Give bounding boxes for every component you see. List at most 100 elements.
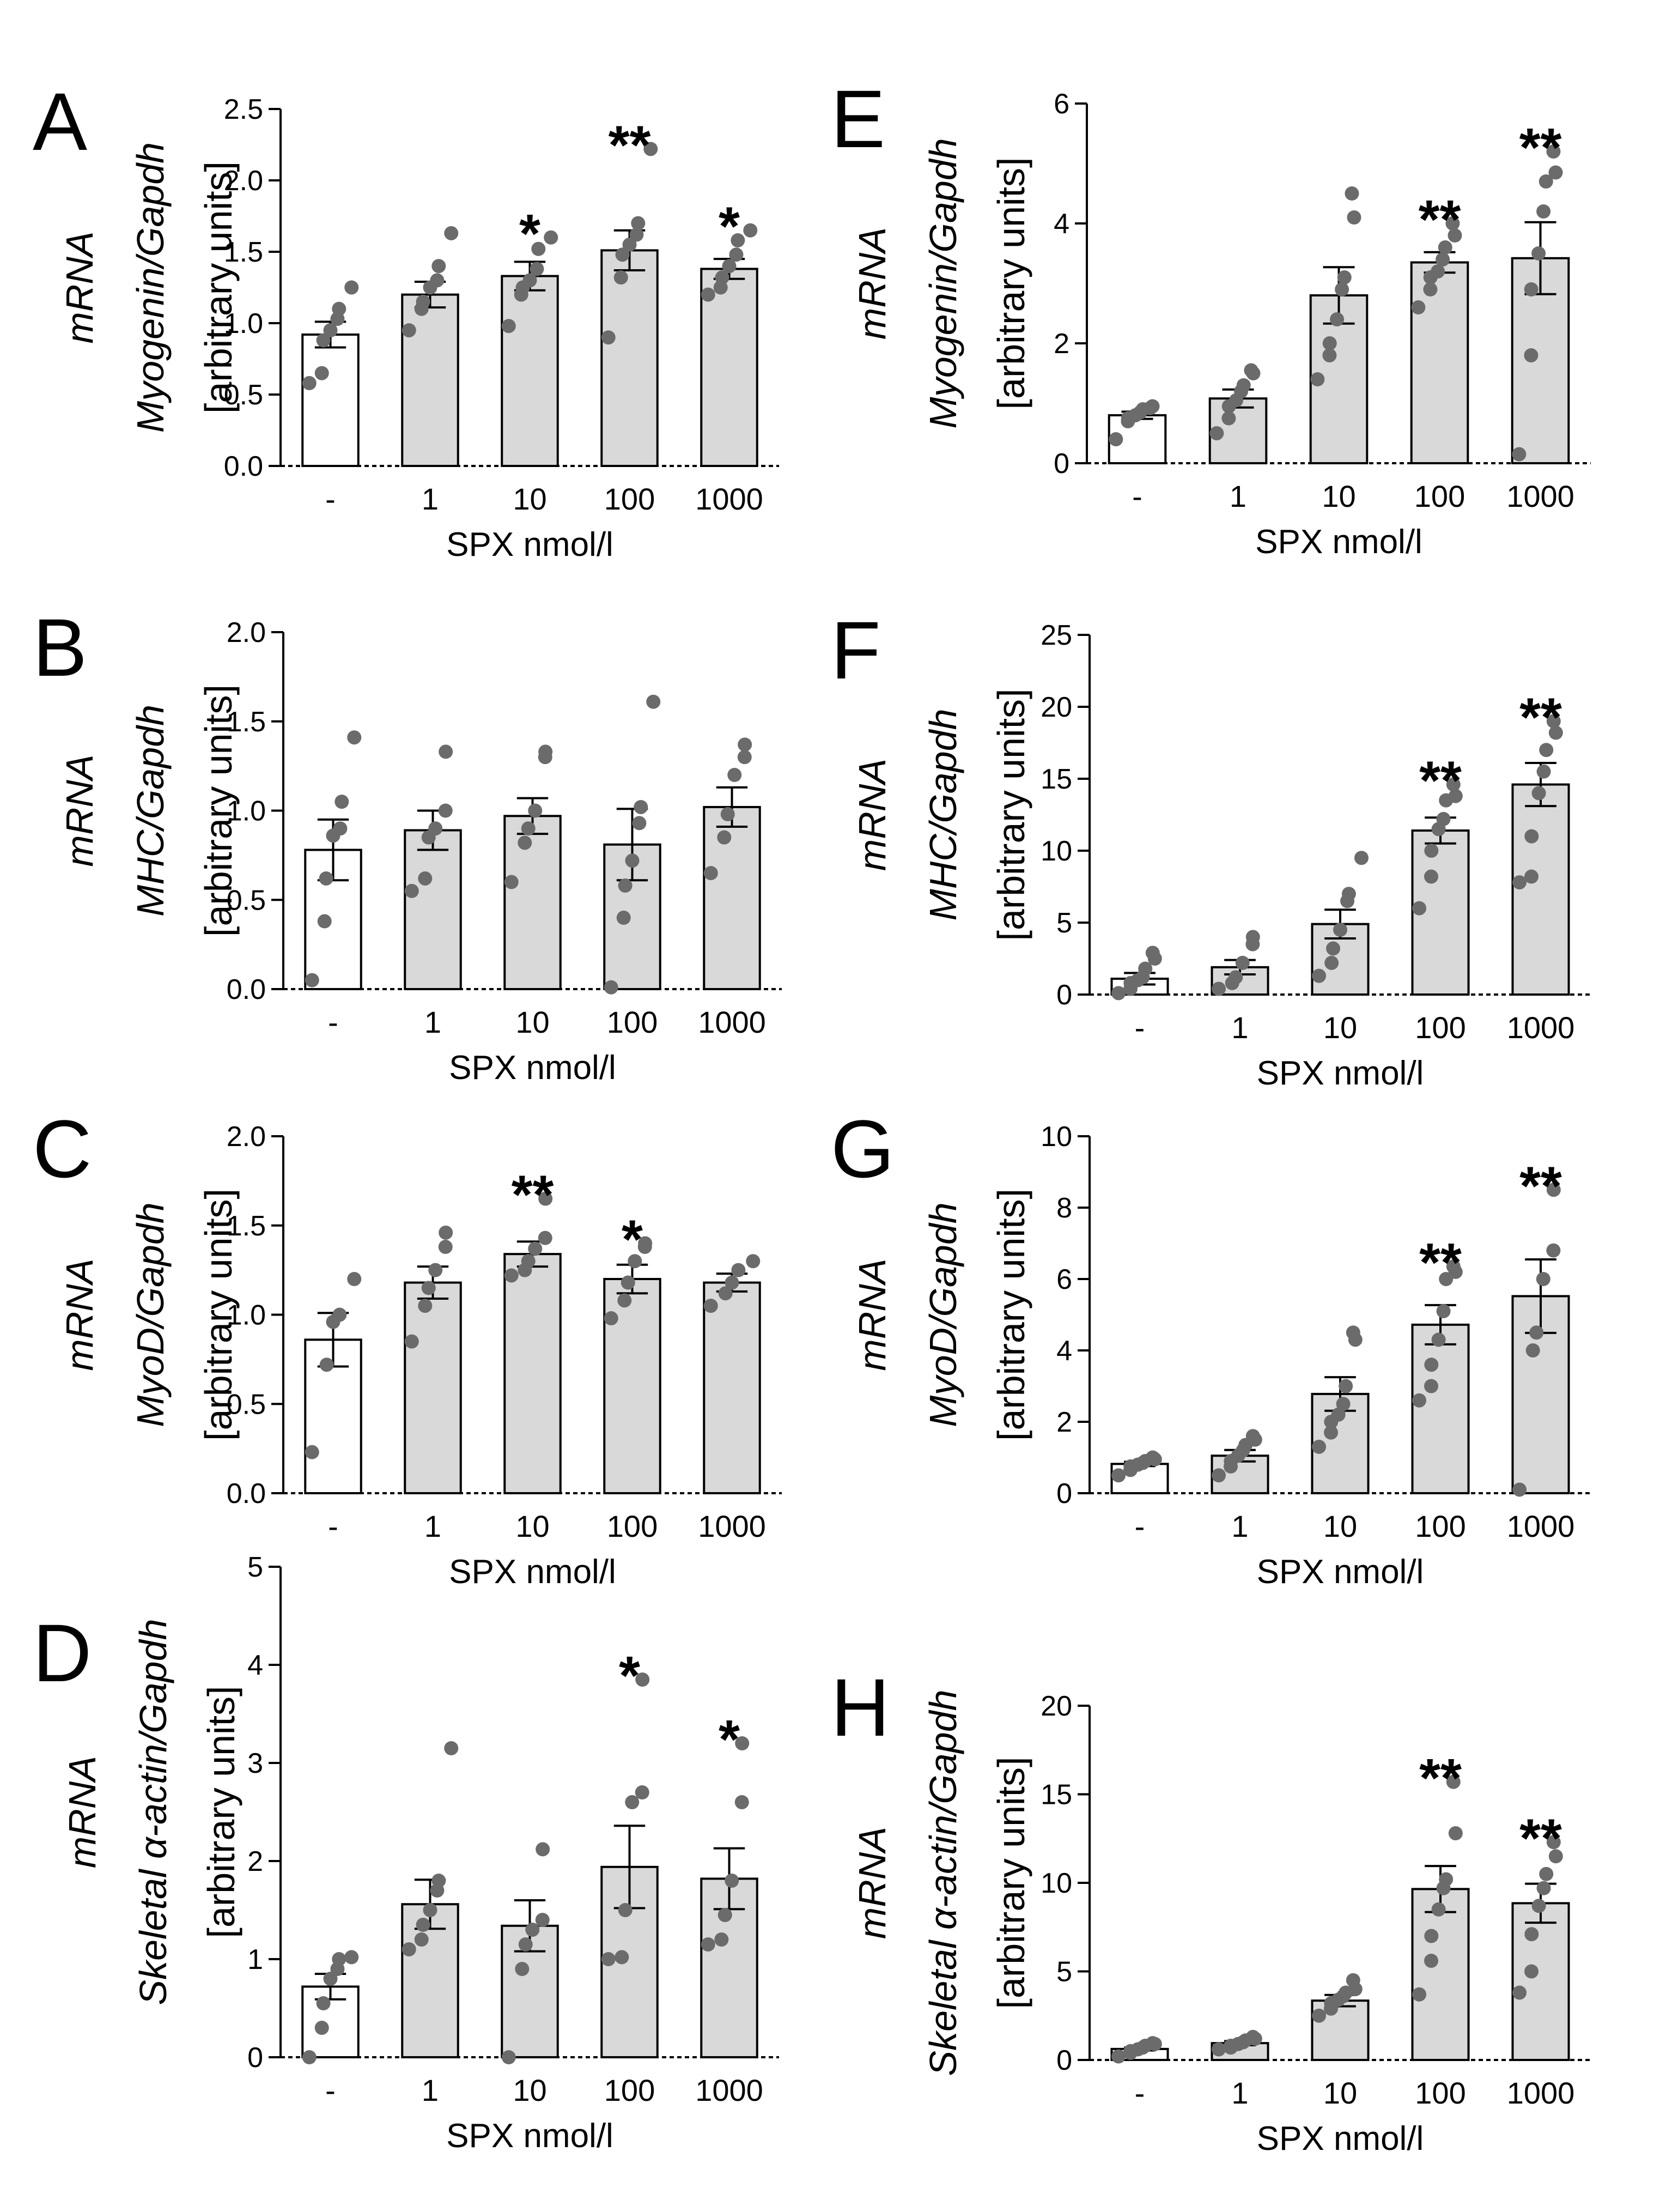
- data-point-b-2-0: [504, 875, 519, 889]
- panel-a: A 0.0 0.5 1.0 1.5 2.0 2.5 - 1 10 * 100 ** 1000 * SPX nm…: [33, 76, 779, 563]
- y-tick-label-d-4: 4: [247, 1650, 263, 1681]
- data-point-f-2-6: [1354, 851, 1369, 865]
- data-point-c-2-4: [538, 1231, 552, 1245]
- data-point-f-2-2: [1326, 941, 1341, 956]
- y-tick-label-d-0: 0: [247, 2042, 263, 2074]
- data-point-a-2-6: [544, 230, 558, 245]
- data-point-g-0-0: [1111, 1468, 1126, 1483]
- data-point-h-3-2: [1424, 1929, 1439, 1943]
- y-tick-label-c-3: 1.5: [227, 1210, 266, 1242]
- data-point-b-1-0: [404, 883, 419, 898]
- x-axis-title-e: SPX nmol/l: [1255, 523, 1422, 561]
- data-point-f-2-0: [1312, 968, 1327, 983]
- data-point-f-4-2: [1524, 829, 1539, 844]
- data-point-b-0-1: [317, 914, 332, 929]
- data-point-e-2-4: [1335, 282, 1349, 296]
- data-point-d-1-2: [416, 1918, 430, 1932]
- data-point-h-3-6: [1448, 1826, 1463, 1840]
- data-point-e-2-5: [1337, 270, 1352, 284]
- x-axis-title-c: SPX nmol/l: [449, 1553, 616, 1591]
- data-point-b-0-2: [319, 871, 333, 886]
- x-axis-title-g: SPX nmol/l: [1257, 1553, 1424, 1591]
- data-point-b-4-4: [737, 750, 752, 765]
- data-point-d-4-4: [734, 1795, 749, 1809]
- bar-a-0: [301, 333, 360, 468]
- data-point-g-3-7: [1446, 1259, 1461, 1274]
- x-tick-label-h-3: 100: [1415, 2076, 1466, 2110]
- data-point-c-4-0: [703, 1299, 718, 1313]
- data-point-h-1-7: [1245, 2029, 1260, 2044]
- data-point-a-2-5: [531, 241, 546, 256]
- data-point-e-4-7: [1546, 144, 1561, 159]
- data-point-a-4-4: [729, 247, 744, 262]
- y-tick-label-b-1: 0.5: [227, 884, 266, 916]
- y-tick-label-f-5: 25: [1041, 620, 1072, 651]
- bar-c-3: [603, 1278, 661, 1494]
- data-point-b-3-6: [646, 694, 661, 709]
- y-axis-title-g-line-2: [arbitrary units]: [990, 1189, 1032, 1441]
- y-axis-title-d-line-1: Skeletal α-actin/Gapdh: [132, 1619, 174, 2005]
- data-point-f-0-0: [1111, 986, 1126, 1001]
- data-point-b-1-5: [439, 744, 453, 759]
- bar-e-3: [1410, 261, 1469, 464]
- data-point-g-2-4: [1336, 1397, 1351, 1411]
- x-axis-title-b: SPX nmol/l: [449, 1049, 616, 1087]
- data-point-e-0-0: [1109, 432, 1123, 446]
- panel-letter-d: D: [33, 1607, 92, 1699]
- panel-f: F 0 5 10 15 20 25 - 1 10 100 ** 1000 ** SPX nmol/l mRNA…: [831, 604, 1591, 1092]
- data-point-a-0-3: [323, 323, 338, 338]
- x-tick-label-b-3: 100: [607, 1005, 658, 1039]
- data-point-g-3-3: [1431, 1332, 1446, 1347]
- data-point-b-0-5: [335, 795, 349, 809]
- y-tick-label-g-1: 2: [1056, 1407, 1072, 1438]
- data-point-h-4-6: [1548, 1849, 1563, 1864]
- data-point-f-1-2: [1229, 970, 1243, 985]
- data-point-c-4-1: [718, 1286, 733, 1301]
- data-point-d-3-3: [625, 1795, 640, 1809]
- data-point-e-1-1: [1221, 411, 1236, 426]
- panel-h: H 0 5 10 15 20 - 1 10 100 ** 1000 ** SPX nmol/l mRNA Sk…: [831, 1662, 1591, 2158]
- data-point-e-1-0: [1209, 426, 1224, 440]
- bar-b-4: [703, 805, 761, 990]
- data-point-h-3-0: [1412, 1987, 1427, 2002]
- y-axis-title-b-line-1: MHC/Gapdh: [129, 705, 172, 917]
- y-tick-label-h-0: 0: [1056, 2045, 1072, 2076]
- x-tick-label-e-2: 10: [1322, 479, 1355, 513]
- bar-c-1: [404, 1281, 462, 1495]
- x-tick-label-a-4: 1000: [695, 482, 763, 516]
- y-tick-label-a-1: 0.5: [224, 379, 263, 411]
- y-tick-label-g-5: 10: [1041, 1121, 1072, 1153]
- x-axis-title-f: SPX nmol/l: [1257, 1055, 1424, 1092]
- data-point-h-4-1: [1524, 1964, 1539, 1979]
- data-point-e-2-2: [1322, 336, 1337, 350]
- significance-c-2: **: [512, 1165, 554, 1226]
- y-tick-label-e-0: 0: [1054, 448, 1069, 480]
- x-tick-label-e-4: 1000: [1506, 479, 1574, 513]
- data-point-b-0-6: [347, 730, 362, 745]
- x-tick-label-h-2: 10: [1323, 2076, 1357, 2110]
- data-point-d-1-3: [423, 1903, 437, 1917]
- data-point-d-0-0: [302, 2050, 317, 2064]
- bar-g-3: [1411, 1323, 1470, 1495]
- data-point-b-2-1: [518, 835, 532, 850]
- data-point-h-0-0: [1111, 2049, 1126, 2064]
- data-point-e-2-3: [1330, 312, 1345, 326]
- x-tick-label-d-1: 1: [422, 2073, 439, 2107]
- x-tick-label-e-0: -: [1132, 479, 1142, 513]
- data-point-c-3-3: [628, 1254, 642, 1269]
- data-point-b-4-0: [703, 866, 718, 881]
- panel-g: G 0 2 4 6 8 10 - 1 10 100 ** 1000 ** SPX nmol/l mRNA Myo…: [831, 1103, 1591, 1591]
- y-tick-label-f-0: 0: [1056, 979, 1072, 1011]
- x-tick-label-a-0: -: [325, 482, 336, 516]
- significance-a-3: **: [609, 114, 651, 175]
- significance-g-4: **: [1519, 1155, 1562, 1216]
- data-point-c-0-1: [319, 1357, 334, 1372]
- x-tick-label-b-1: 1: [424, 1005, 441, 1039]
- data-point-f-3-4: [1436, 811, 1451, 826]
- significance-f-3: **: [1419, 750, 1462, 811]
- y-axis-title-b-line-0: mRNA: [58, 754, 101, 866]
- data-point-g-3-2: [1424, 1357, 1439, 1372]
- y-tick-label-a-3: 1.5: [224, 237, 263, 268]
- data-point-h-0-7: [1145, 2036, 1160, 2051]
- significance-a-4: *: [719, 196, 740, 257]
